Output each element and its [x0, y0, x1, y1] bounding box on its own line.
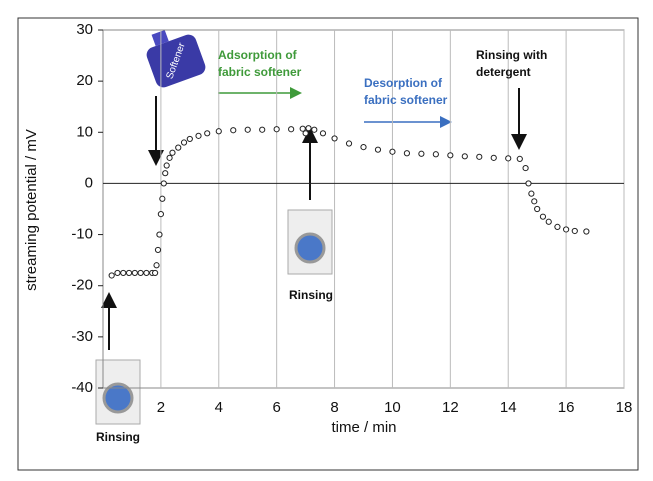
x-tick-label: 6: [272, 399, 280, 416]
data-point: [167, 155, 172, 160]
data-point: [564, 227, 569, 232]
annotation: Desorption of: [364, 76, 443, 90]
data-point: [157, 232, 162, 237]
y-tick-label: 20: [76, 72, 93, 89]
data-point: [205, 131, 210, 136]
data-point: [572, 228, 577, 233]
data-point: [320, 131, 325, 136]
data-point: [187, 136, 192, 141]
y-tick-label: -10: [71, 226, 93, 243]
data-point: [164, 163, 169, 168]
data-point: [260, 127, 265, 132]
data-point: [274, 127, 279, 132]
washer-icon: [288, 210, 332, 274]
x-tick-label: 14: [500, 399, 517, 416]
data-point: [404, 151, 409, 156]
data-point: [346, 141, 351, 146]
annotation: fabric softener: [218, 65, 302, 79]
data-point: [155, 247, 160, 252]
x-tick-label: 2: [157, 399, 165, 416]
y-tick-label: -30: [71, 328, 93, 345]
annotation: Rinsing: [96, 430, 140, 444]
data-point: [546, 219, 551, 224]
data-point: [289, 127, 294, 132]
data-point: [121, 270, 126, 275]
data-point: [196, 133, 201, 138]
chart: Softener streaming potential / mV time /…: [0, 0, 653, 481]
annotation: Rinsing with: [476, 48, 547, 62]
data-point: [535, 206, 540, 211]
data-point: [115, 270, 120, 275]
data-point: [477, 154, 482, 159]
data-point: [517, 156, 522, 161]
y-tick-label: 30: [76, 21, 93, 38]
annotation: Rinsing: [289, 288, 333, 302]
data-point: [448, 153, 453, 158]
data-point: [154, 263, 159, 268]
data-point: [158, 212, 163, 217]
x-tick-label: 18: [616, 399, 633, 416]
annotation: fabric softener: [364, 93, 448, 107]
x-tick-label: 12: [442, 399, 459, 416]
data-point: [163, 171, 168, 176]
data-point: [506, 156, 511, 161]
data-point: [529, 191, 534, 196]
annotation: Adsorption of: [218, 48, 298, 62]
data-point: [144, 270, 149, 275]
data-point: [584, 229, 589, 234]
data-point: [181, 140, 186, 145]
y-tick-label: -20: [71, 277, 93, 294]
data-point: [312, 127, 317, 132]
data-point: [306, 126, 311, 131]
data-point: [523, 165, 528, 170]
data-point: [491, 155, 496, 160]
x-tick-label: 4: [215, 399, 223, 416]
data-point: [138, 270, 143, 275]
data-point: [160, 196, 165, 201]
data-point: [419, 151, 424, 156]
data-point: [170, 150, 175, 155]
y-tick-label: 0: [85, 174, 93, 191]
x-tick-label: 16: [558, 399, 575, 416]
data-point: [231, 128, 236, 133]
data-point: [375, 147, 380, 152]
data-point: [540, 214, 545, 219]
data-point: [526, 181, 531, 186]
data-point: [153, 270, 158, 275]
data-point: [390, 149, 395, 154]
y-tick-label: 10: [76, 123, 93, 140]
data-point: [555, 224, 560, 229]
x-tick-label: 8: [330, 399, 338, 416]
annotation: detergent: [476, 65, 531, 79]
softener-bottle: Softener: [144, 30, 207, 90]
data-point: [132, 270, 137, 275]
data-point: [126, 270, 131, 275]
x-axis-label: time / min: [331, 419, 396, 436]
data-point: [462, 154, 467, 159]
y-axis-label: streaming potential / mV: [23, 129, 40, 291]
data-point: [303, 131, 308, 136]
x-tick-label: 10: [384, 399, 401, 416]
data-point: [109, 273, 114, 278]
data-point: [176, 145, 181, 150]
y-tick-label: -40: [71, 379, 93, 396]
data-point: [216, 129, 221, 134]
data-point: [161, 181, 166, 186]
data-point: [361, 145, 366, 150]
data-point: [433, 152, 438, 157]
data-point: [332, 136, 337, 141]
data-point: [245, 127, 250, 132]
data-point: [532, 199, 537, 204]
